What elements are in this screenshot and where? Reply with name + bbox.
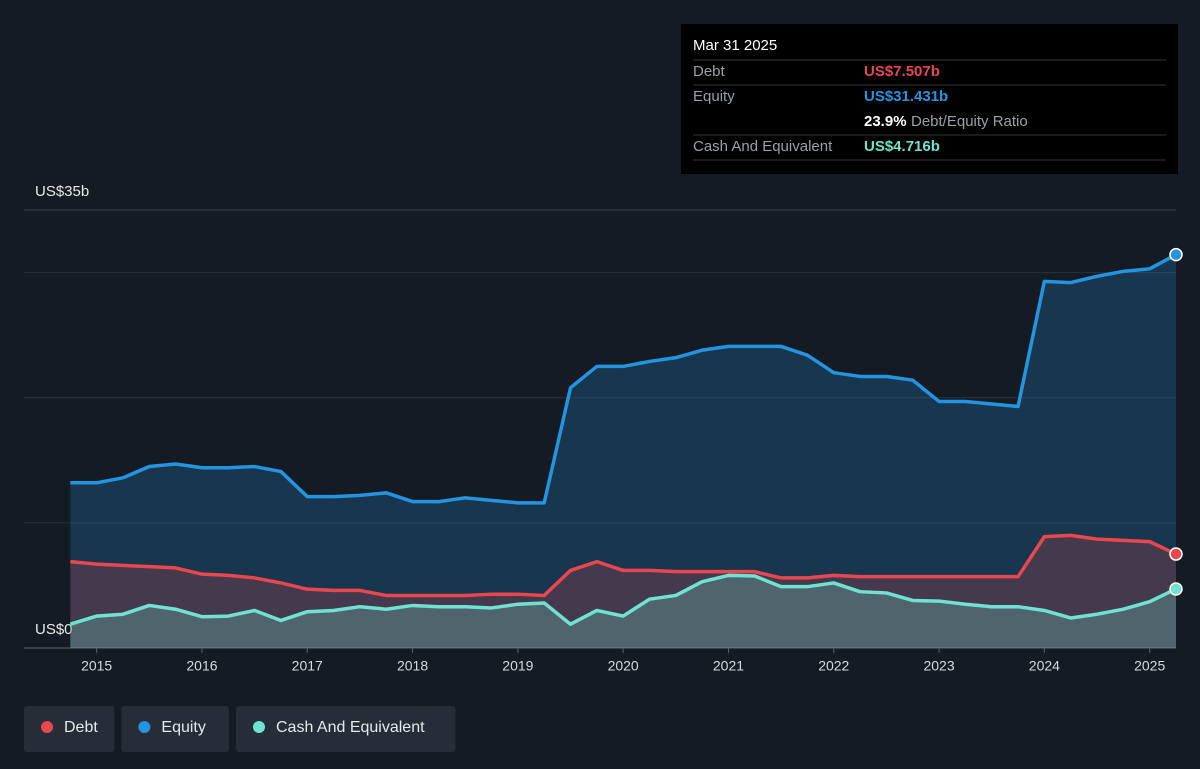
legend-swatch (253, 721, 265, 733)
x-tick-label: 2022 (818, 658, 849, 674)
tooltip-label: Debt (693, 63, 726, 80)
legend-swatch (138, 721, 151, 733)
area (70, 575, 1176, 648)
end-point (1169, 547, 1183, 561)
tooltip-box (681, 24, 1178, 174)
x-tick-label: 2020 (608, 658, 639, 674)
x-tick-label: 2025 (1134, 658, 1165, 674)
tooltip-label: Cash And Equivalent (693, 138, 833, 155)
tooltip-value: US$7.507b (864, 63, 940, 80)
legend-item[interactable]: Cash And Equivalent (236, 706, 456, 752)
tooltip-value: US$31.431b (864, 88, 948, 105)
x-tick-label: 2016 (186, 658, 217, 674)
legend-swatch (41, 721, 53, 733)
end-point (1169, 582, 1183, 596)
line (69, 573, 1177, 626)
tooltip-ratio-label: Debt/Equity Ratio (911, 113, 1028, 130)
legend-label: Cash And Equivalent (276, 719, 425, 736)
legend-button[interactable] (121, 706, 229, 752)
tooltip-ratio: 23.9% (864, 113, 907, 130)
legend-label: Debt (64, 719, 98, 736)
legend-item[interactable]: Debt (24, 706, 115, 752)
tooltip-label: Equity (693, 88, 735, 105)
x-tick-label: 2019 (502, 658, 533, 674)
area (70, 535, 1176, 648)
x-tick-label: 2023 (923, 658, 954, 674)
legend-button[interactable] (24, 706, 115, 752)
x-tick-label: 2018 (397, 658, 428, 674)
legend-button[interactable] (236, 706, 456, 752)
line (70, 253, 1177, 505)
end-point (1169, 247, 1183, 262)
x-tick-label: 2024 (1029, 658, 1060, 674)
legend-label: Equity (161, 719, 205, 736)
tooltip: Mar 31 2025 Debt US$7.507b Equity US$31.… (681, 24, 1178, 174)
y-tick-label: US$35b (35, 183, 89, 200)
x-tick-label: 2017 (292, 658, 323, 674)
x-tick-label: 2021 (713, 658, 744, 674)
tooltip-value: US$4.716b (864, 138, 940, 155)
line (70, 533, 1177, 598)
legend-item[interactable]: Equity (121, 706, 229, 752)
tooltip-date: Mar 31 2025 (693, 37, 777, 54)
y-tick-label: US$0 (35, 621, 73, 638)
area (70, 254, 1176, 648)
x-tick-label: 2015 (81, 658, 112, 674)
